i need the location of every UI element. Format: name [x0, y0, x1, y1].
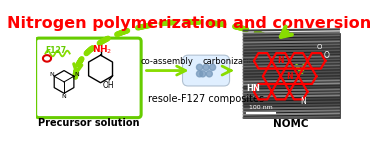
Text: NOMC: NOMC	[274, 119, 309, 129]
Text: NH$_2$: NH$_2$	[92, 44, 112, 56]
Text: HN: HN	[246, 84, 260, 93]
Text: Precursor solution: Precursor solution	[38, 118, 139, 128]
Text: Nitrogen polymerization and conversion: Nitrogen polymerization and conversion	[7, 16, 371, 31]
Text: O: O	[323, 51, 329, 60]
Text: N: N	[49, 72, 54, 77]
Text: N: N	[277, 56, 284, 65]
Circle shape	[206, 71, 212, 77]
Circle shape	[209, 64, 215, 70]
Text: N: N	[287, 72, 293, 81]
Text: N: N	[301, 97, 306, 106]
Text: F127: F127	[45, 46, 67, 55]
Text: N: N	[62, 94, 67, 99]
Text: carbonization: carbonization	[203, 57, 260, 66]
Circle shape	[197, 71, 203, 77]
FancyBboxPatch shape	[183, 55, 229, 86]
Text: OH: OH	[103, 81, 114, 90]
Text: resole-F127 composites: resole-F127 composites	[148, 94, 264, 104]
FancyBboxPatch shape	[243, 33, 340, 118]
Text: O: O	[316, 44, 322, 50]
Text: N: N	[74, 72, 79, 77]
Circle shape	[203, 64, 209, 70]
FancyBboxPatch shape	[36, 38, 141, 118]
Text: co-assembly: co-assembly	[141, 57, 194, 66]
Circle shape	[197, 64, 203, 70]
Text: 100 nm: 100 nm	[248, 105, 272, 110]
Circle shape	[200, 71, 206, 77]
